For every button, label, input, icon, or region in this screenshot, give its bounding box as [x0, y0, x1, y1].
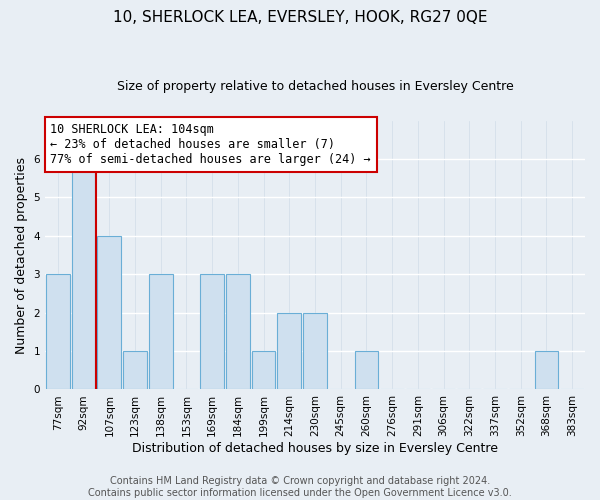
Bar: [277, 312, 301, 390]
Bar: [252, 351, 275, 390]
Bar: [72, 159, 95, 390]
Text: Contains HM Land Registry data © Crown copyright and database right 2024.
Contai: Contains HM Land Registry data © Crown c…: [88, 476, 512, 498]
X-axis label: Distribution of detached houses by size in Eversley Centre: Distribution of detached houses by size …: [132, 442, 498, 455]
Bar: [226, 274, 250, 390]
Bar: [123, 351, 147, 390]
Bar: [46, 274, 70, 390]
Bar: [97, 236, 121, 390]
Y-axis label: Number of detached properties: Number of detached properties: [15, 156, 28, 354]
Title: Size of property relative to detached houses in Eversley Centre: Size of property relative to detached ho…: [116, 80, 514, 93]
Text: 10 SHERLOCK LEA: 104sqm
← 23% of detached houses are smaller (7)
77% of semi-det: 10 SHERLOCK LEA: 104sqm ← 23% of detache…: [50, 123, 371, 166]
Text: 10, SHERLOCK LEA, EVERSLEY, HOOK, RG27 0QE: 10, SHERLOCK LEA, EVERSLEY, HOOK, RG27 0…: [113, 10, 487, 25]
Bar: [149, 274, 173, 390]
Bar: [303, 312, 327, 390]
Bar: [355, 351, 378, 390]
Bar: [535, 351, 558, 390]
Bar: [200, 274, 224, 390]
